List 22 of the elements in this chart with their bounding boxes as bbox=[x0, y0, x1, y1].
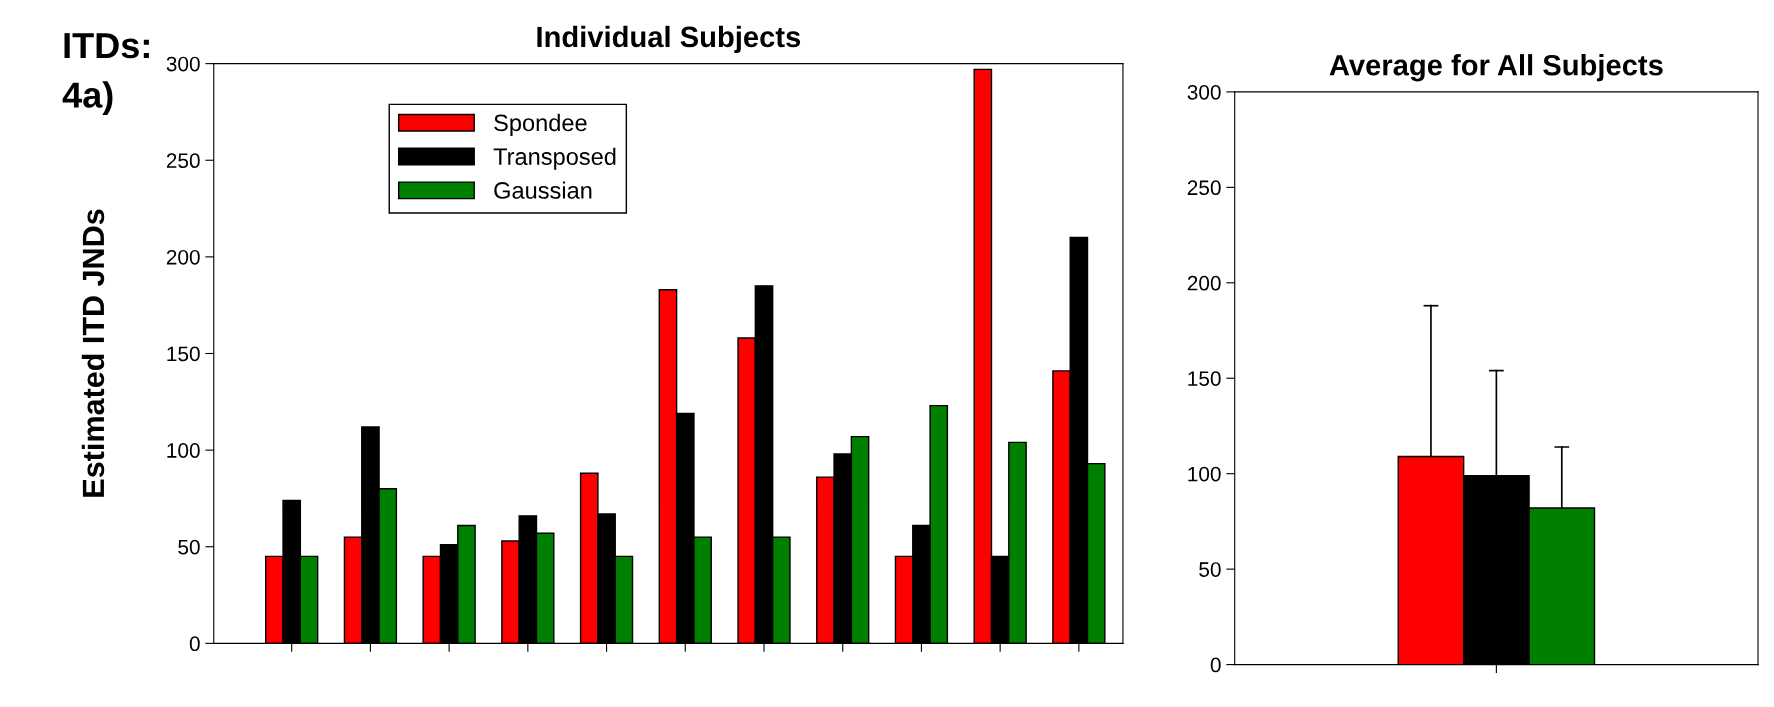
y-tick-label: 150 bbox=[1188, 371, 1221, 386]
legend-label: Gaussian bbox=[494, 181, 592, 199]
text: 4a) bbox=[62, 81, 113, 115]
text: ITDs: bbox=[64, 33, 149, 59]
y-tick-label: 250 bbox=[1187, 180, 1221, 196]
y-tick-label: 150 bbox=[167, 346, 200, 362]
y-tick-label: 50 bbox=[1199, 562, 1221, 577]
y-tick-label: 0 bbox=[189, 636, 200, 652]
chart-title: Individual Subjects bbox=[537, 25, 801, 54]
y-tick-label: 300 bbox=[166, 56, 200, 72]
y-tick-label: 50 bbox=[178, 539, 200, 555]
y-tick-label: 100 bbox=[167, 443, 200, 458]
y-tick-label: 200 bbox=[166, 249, 200, 265]
y-tick-label: 0 bbox=[1210, 657, 1221, 673]
y-tick-label: 250 bbox=[166, 153, 200, 169]
y-tick-label: 100 bbox=[1188, 466, 1221, 482]
y-axis-title: Estimated ITD JNDs bbox=[81, 209, 105, 497]
legend-label: Transposed bbox=[493, 147, 616, 170]
y-tick-label: 200 bbox=[1187, 275, 1221, 291]
y-tick-label: 300 bbox=[1187, 84, 1221, 100]
chart-title: Average for All Subjects bbox=[1329, 54, 1663, 82]
legend-label: Spondee bbox=[494, 113, 587, 136]
